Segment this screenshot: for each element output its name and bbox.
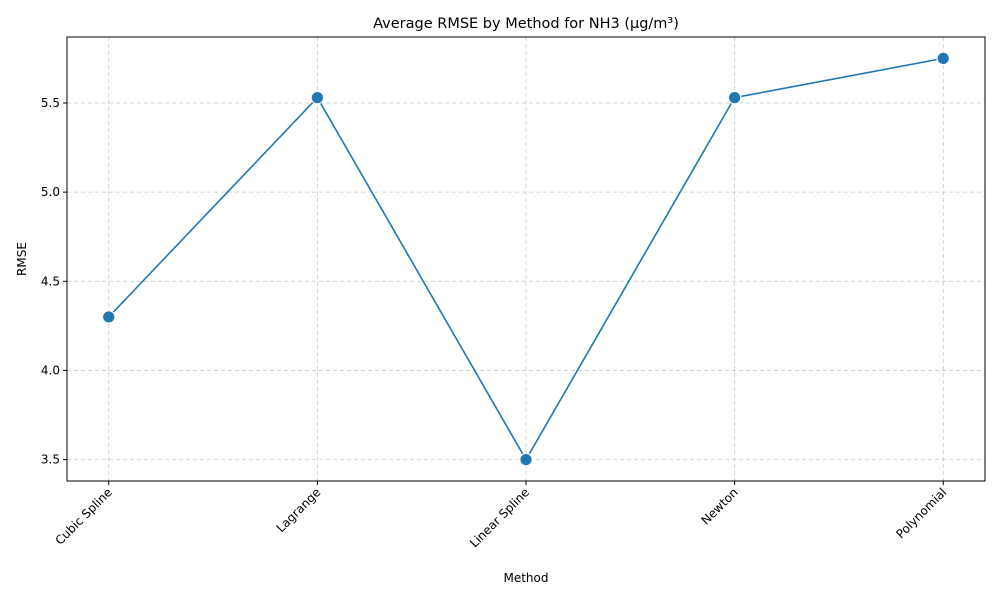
- series-line: [108, 57, 944, 462]
- y-tick-label: 3.5: [41, 453, 60, 467]
- y-tick-label: 5.5: [41, 96, 60, 110]
- data-point-cubic-spline: [101, 310, 116, 324]
- data-point-lagrange: [310, 90, 325, 105]
- ticks: Cubic Spline Lagrange Linear Spline Newton P…: [41, 96, 949, 550]
- data-point-linear-spline: [519, 452, 533, 467]
- x-tick-label: Polynomial: [893, 485, 949, 541]
- y-tick-label: 4.0: [41, 363, 60, 377]
- y-tick-label: 5.0: [41, 185, 60, 199]
- series: [101, 51, 951, 467]
- x-tick-label: Linear Spline: [467, 485, 532, 550]
- x-tick-label: Newton: [698, 485, 740, 527]
- plot-area-frame: [66, 36, 986, 482]
- data-point-polynomial: [936, 51, 951, 66]
- x-axis-label: Method: [503, 571, 548, 585]
- y-axis-label: RMSE: [15, 242, 29, 276]
- chart-title: Average RMSE by Method for NH3 (µg/m³): [373, 16, 679, 32]
- x-tick-label: Lagrange: [274, 485, 324, 535]
- y-tick-label: 4.5: [41, 274, 60, 288]
- grid: [67, 37, 985, 481]
- data-point-newton: [727, 90, 742, 105]
- x-tick-label: Cubic Spline: [52, 485, 114, 547]
